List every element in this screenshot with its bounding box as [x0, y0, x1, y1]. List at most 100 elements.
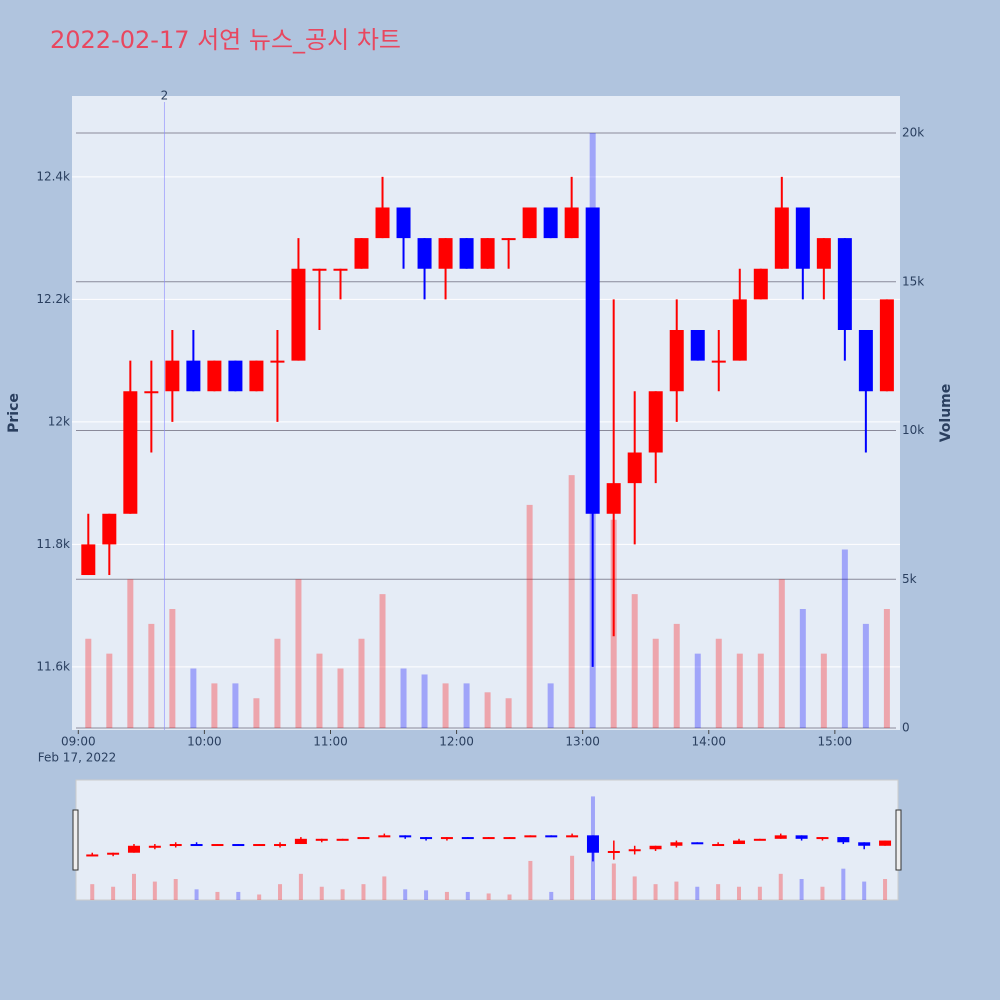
mini-volume-bar [173, 879, 178, 900]
mini-candle-body [712, 844, 725, 847]
volume-bar [673, 623, 680, 729]
volume-bar [505, 698, 512, 729]
volume-bar [841, 549, 848, 729]
mini-volume-bar [152, 881, 157, 900]
y-tick-label: 12.4k [36, 169, 70, 183]
candle-body [81, 544, 96, 576]
mini-candle-body [858, 842, 871, 846]
mini-candle-body [294, 838, 307, 845]
candle-body [732, 299, 747, 361]
y-tick-label: 11.8k [36, 537, 70, 551]
volume-bar [106, 653, 113, 729]
mini-volume-bar [486, 893, 491, 900]
mini-candle-body [420, 837, 433, 840]
candle-body [333, 268, 348, 271]
volume-bar [232, 683, 239, 729]
mini-volume-bar [131, 873, 136, 900]
candle-body [501, 238, 516, 241]
mini-volume-bar [236, 891, 241, 900]
mini-volume-bar [528, 860, 533, 900]
candle-body [123, 391, 138, 514]
y-tick-label: 11.6k [36, 659, 70, 673]
volume-bar [148, 623, 155, 729]
range-handle-right[interactable] [895, 809, 902, 871]
volume-bar [274, 638, 281, 729]
plot-area [72, 96, 900, 730]
candle-body [102, 513, 117, 545]
chart-title: 2022-02-17 서연 뉴스_공시 차트 [50, 26, 401, 54]
mini-volume-bar [278, 884, 283, 900]
mini-candle-body [169, 844, 182, 847]
y-axis-title: Price [6, 393, 22, 433]
mini-volume-bar [883, 879, 888, 900]
y2-tick-label: 20k [902, 126, 924, 140]
volume-bar [295, 579, 302, 729]
candle-body [396, 207, 411, 239]
mini-candle-body [148, 845, 161, 848]
candle-body [228, 360, 243, 392]
candle-body [606, 483, 621, 514]
volume-bar [862, 623, 869, 729]
candle-body [858, 329, 873, 392]
mini-candle-body [232, 844, 245, 847]
mini-volume-bar [570, 855, 575, 900]
volume-bar [694, 653, 701, 729]
mini-candle-body [879, 840, 892, 846]
mini-volume-bar [215, 891, 220, 900]
mini-candle-body [566, 835, 579, 838]
x-tick-label: 14:00 [691, 735, 726, 749]
mini-candle-body [691, 842, 704, 845]
mini-candle-body [837, 837, 850, 843]
mini-candle-body [399, 835, 412, 838]
candle-body [459, 238, 474, 269]
mini-volume-bar [674, 881, 679, 900]
mini-candle-body [628, 849, 641, 852]
candle-body [522, 207, 537, 239]
mini-volume-bar [841, 868, 846, 900]
mini-volume-bar [465, 891, 470, 900]
annotation-label: 2 [161, 89, 169, 103]
mini-volume-bar [778, 873, 783, 900]
volume-bar [190, 668, 197, 729]
mini-volume-bar [820, 886, 825, 900]
y2-tick-label: 15k [902, 274, 924, 288]
volume-bar [757, 653, 764, 729]
mini-candle-body [440, 837, 453, 840]
mini-candle-body [586, 835, 599, 853]
candle-body [795, 207, 810, 269]
volume-bar [484, 692, 491, 729]
candle-body [711, 360, 726, 363]
mini-volume-bar [194, 889, 199, 900]
candle-body [564, 207, 579, 239]
mini-volume-bar [111, 886, 116, 900]
mini-candle-body [253, 844, 266, 847]
candle-body [585, 207, 600, 514]
y-tick-label: 12k [48, 414, 70, 428]
mini-candle-body [649, 845, 662, 850]
mini-candle-body [378, 835, 391, 838]
volume-bar [127, 579, 134, 729]
volume-bar [442, 683, 449, 729]
mini-candle-body [545, 835, 558, 838]
volume-bar [715, 638, 722, 729]
candle-body [270, 360, 285, 363]
mini-candle-body [190, 844, 203, 847]
candle-body [375, 207, 390, 239]
volume-bar [736, 653, 743, 729]
volume-bar [85, 638, 92, 729]
candle-body [816, 238, 831, 269]
volume-bar [547, 683, 554, 729]
candle-body [543, 207, 558, 239]
mini-volume-bar [298, 873, 303, 900]
volume-bar [631, 594, 638, 729]
x-date-label: Feb 17, 2022 [38, 751, 117, 765]
range-handle-left[interactable] [72, 809, 79, 871]
x-tick-label: 13:00 [565, 735, 600, 749]
mini-volume-bar [340, 889, 345, 900]
candle-body [312, 268, 327, 271]
mini-candle-body [482, 837, 495, 840]
mini-volume-bar [257, 894, 262, 900]
mini-candle-body [795, 835, 808, 839]
range-slider[interactable] [75, 779, 899, 901]
volume-bar [820, 653, 827, 729]
